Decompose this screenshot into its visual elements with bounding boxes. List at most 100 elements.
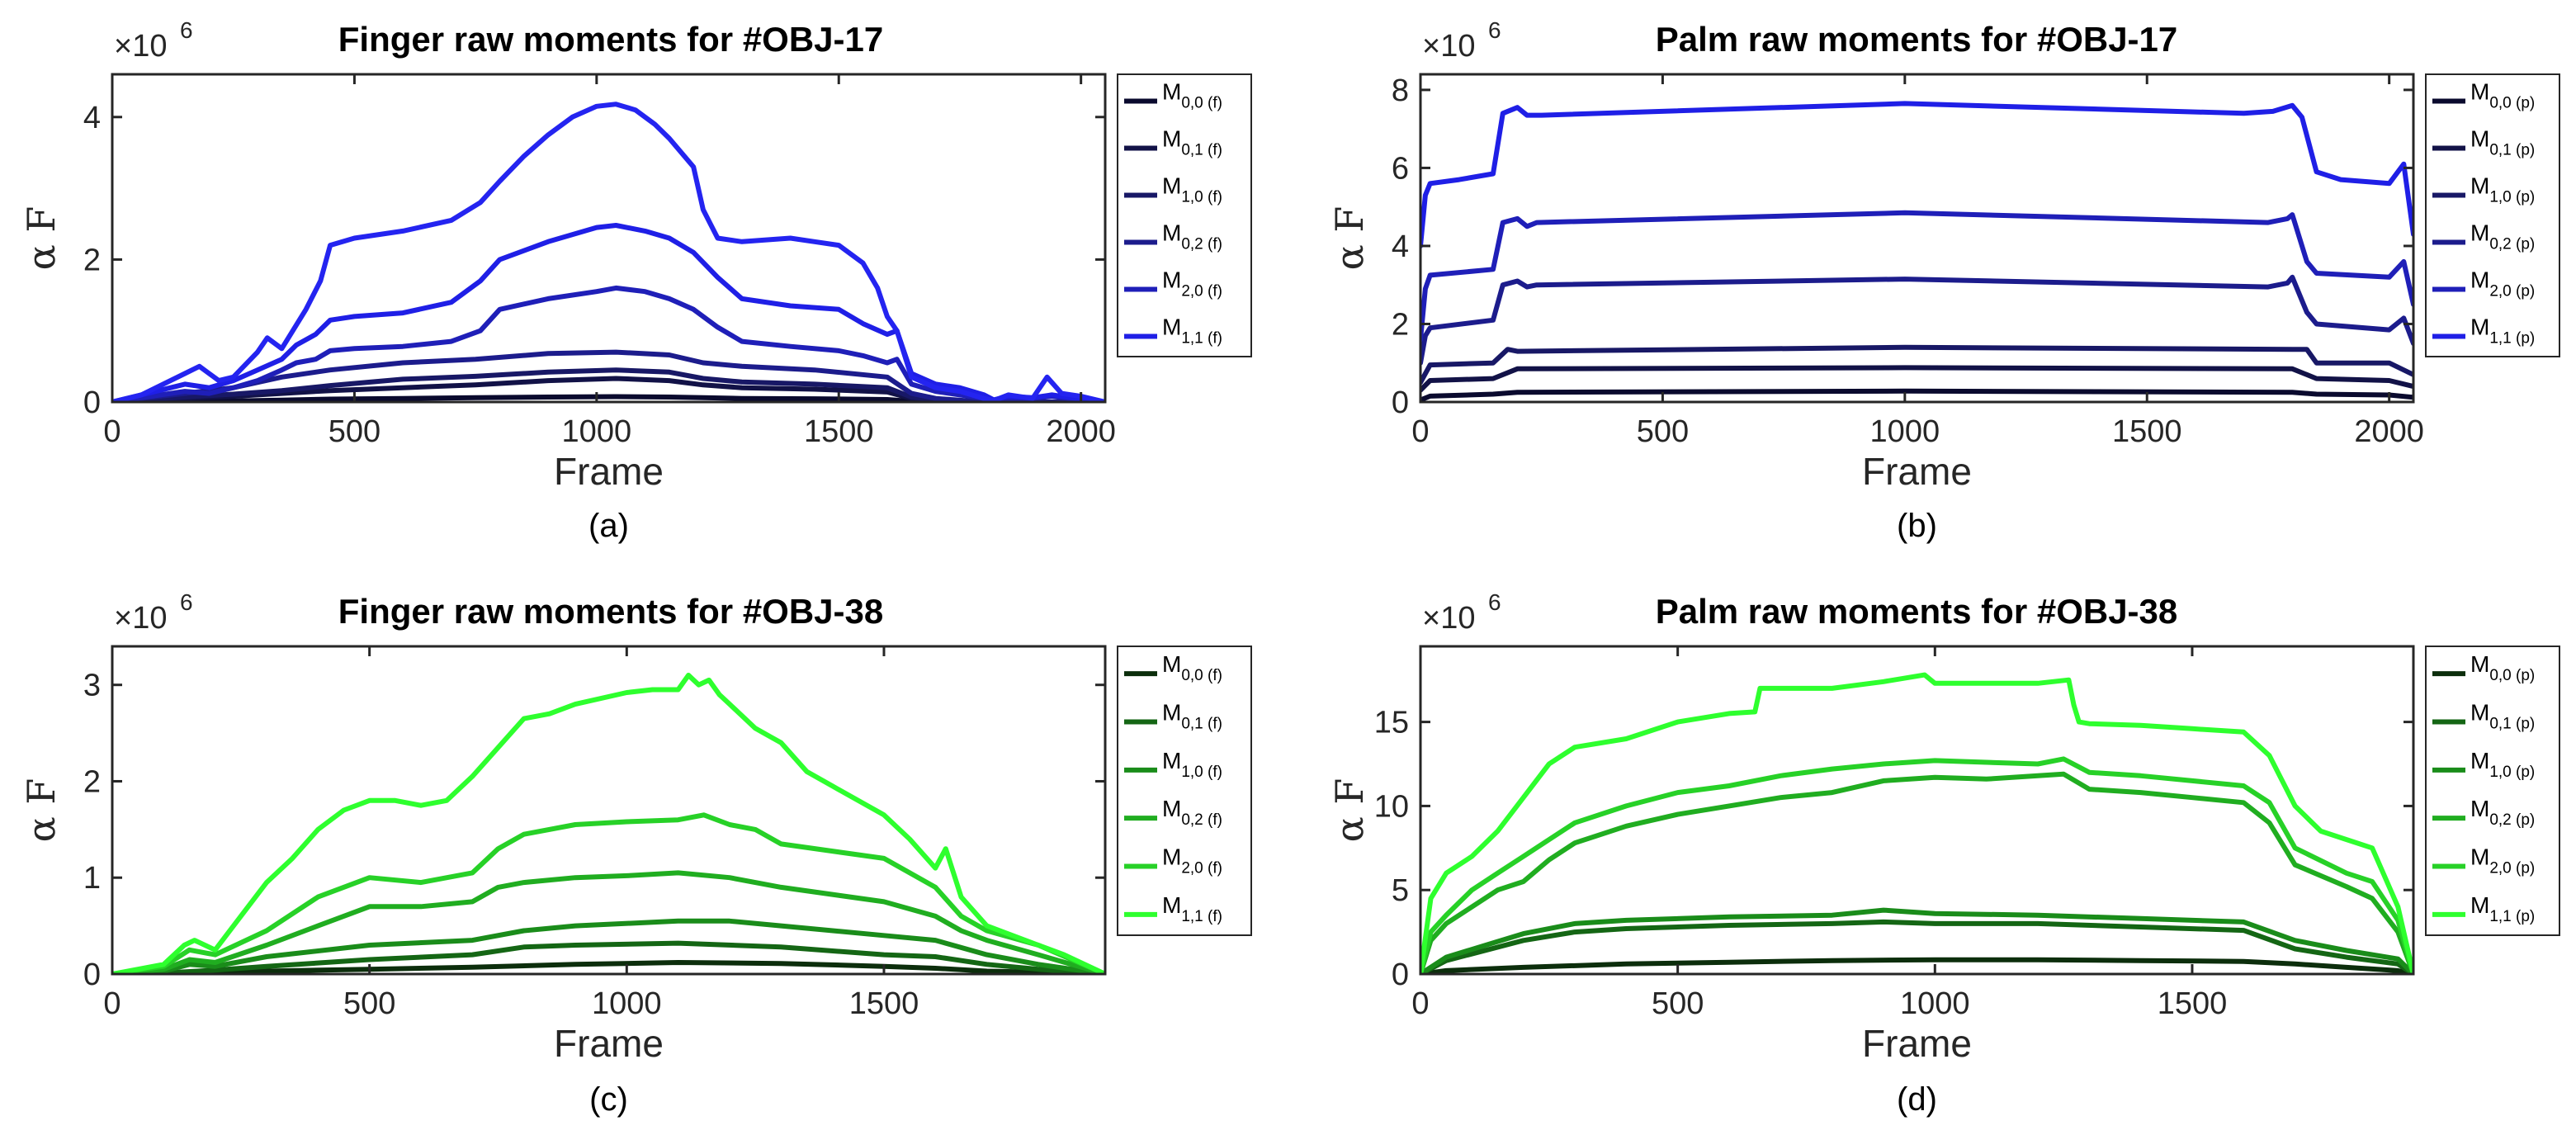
axis-multiplier-exponent: 6 <box>1488 17 1501 43</box>
x-tick-label: 1500 <box>849 986 919 1021</box>
axis-multiplier-exponent: 6 <box>1488 589 1501 615</box>
series-line-0 <box>112 960 1105 974</box>
x-axis-label: Frame <box>554 450 664 493</box>
series-line-5 <box>112 223 1105 402</box>
x-tick-label: 2000 <box>1046 414 1116 449</box>
y-axis-label: α F <box>19 778 64 843</box>
series-line-4 <box>1420 756 2413 974</box>
x-tick-label: 1000 <box>562 414 632 449</box>
axes-box <box>111 73 1107 404</box>
legend-box <box>1117 73 1252 357</box>
legend-box <box>2425 646 2560 936</box>
chart-title: Palm raw moments for #OBJ-17 <box>1656 20 2178 59</box>
series-line-0 <box>1420 388 2413 402</box>
x-axis-label: Frame <box>1862 1022 1972 1065</box>
x-tick-label: 1000 <box>1870 414 1940 449</box>
chart-title: Palm raw moments for #OBJ-38 <box>1656 592 2178 631</box>
y-tick-label: 0 <box>1392 385 1409 420</box>
x-tick-label: 1500 <box>2112 414 2182 449</box>
y-axis-label: α F <box>19 206 64 271</box>
series-line-5 <box>1420 101 2413 248</box>
series-line-2 <box>1420 344 2413 385</box>
y-tick-label: 2 <box>83 764 101 799</box>
series-line-4 <box>1420 210 2413 343</box>
y-tick-label: 4 <box>1392 229 1409 264</box>
y-tick-label: 6 <box>1392 151 1409 186</box>
series-line-3 <box>112 870 1105 974</box>
y-tick-label: 10 <box>1374 789 1409 824</box>
y-tick-label: 0 <box>83 385 101 420</box>
series-line-2 <box>1420 907 2413 974</box>
axis-multiplier: ×10 <box>1422 29 1475 64</box>
series-line-6 <box>112 102 1105 402</box>
chart-b: Palm raw moments for #OBJ-17 ×10 6 0 500 1000… <box>1327 17 2560 544</box>
series-line-3 <box>1420 274 2413 366</box>
x-axis-label: Frame <box>1862 450 1972 493</box>
axis-multiplier: ×10 <box>114 601 167 636</box>
legend: M0,0 (p)M0,1 (p)M1,0 (p)M0,2 (p)M2,0 (p)… <box>2425 73 2560 357</box>
axis-multiplier-exponent: 6 <box>180 589 193 615</box>
axes-box <box>1419 645 2415 976</box>
chart-d: Palm raw moments for #OBJ-38 ×10 6 0 500 1000… <box>1327 589 2560 1118</box>
series-line-2 <box>112 918 1105 974</box>
legend: M0,0 (p)M0,1 (p)M1,0 (p)M0,2 (p)M2,0 (p)… <box>2425 646 2560 936</box>
y-tick-label: 8 <box>1392 73 1409 108</box>
axis-multiplier: ×10 <box>1422 601 1475 636</box>
y-tick-label: 5 <box>1392 873 1409 908</box>
y-tick-label: 15 <box>1374 706 1409 740</box>
series-line-1 <box>1420 365 2413 393</box>
panel-caption: (b) <box>1897 508 1937 544</box>
x-tick-label: 1000 <box>592 986 662 1021</box>
x-tick-label: 0 <box>103 986 121 1021</box>
x-tick-label: 0 <box>103 414 121 449</box>
x-tick-label: 0 <box>1411 986 1429 1021</box>
legend-box <box>2425 73 2560 357</box>
x-tick-label: 2000 <box>2354 414 2424 449</box>
x-axis-label: Frame <box>554 1022 664 1065</box>
y-tick-label: 0 <box>83 958 101 992</box>
x-tick-label: 500 <box>1637 414 1689 449</box>
panel-caption: (a) <box>588 508 629 544</box>
series-line-1 <box>112 940 1105 974</box>
series-line-5 <box>112 673 1105 974</box>
legend: M0,0 (f)M0,1 (f)M1,0 (f)M0,2 (f)M2,0 (f)… <box>1117 73 1252 357</box>
chart-c: Finger raw moments for #OBJ-38×10 60 500 10… <box>19 589 1252 1118</box>
axes-box <box>111 645 1107 976</box>
legend-label: M0,2 (p) <box>2470 796 2535 829</box>
series-line-0 <box>1420 957 2413 974</box>
axis-multiplier: ×10 <box>114 29 167 64</box>
axis-multiplier-exponent: 6 <box>180 17 193 43</box>
y-axis-label: α F <box>1327 778 1372 843</box>
x-tick-label: 0 <box>1411 414 1429 449</box>
panel-caption: (c) <box>589 1081 628 1118</box>
x-tick-label: 500 <box>1652 986 1704 1021</box>
y-tick-label: 2 <box>83 243 101 277</box>
x-tick-label: 1000 <box>1900 986 1970 1021</box>
legend: M0,0 (f)M0,1 (f)M1,0 (f)M0,2 (f)M2,0 (f)… <box>1117 646 1252 936</box>
series-lines <box>1420 101 2413 402</box>
x-tick-label: 1500 <box>2158 986 2228 1021</box>
series-line-5 <box>1420 672 2413 974</box>
chart-title: Finger raw moments for #OBJ-38 <box>338 592 884 631</box>
chart-title: Finger raw moments for #OBJ-17 <box>338 20 884 59</box>
panel-caption: (d) <box>1897 1081 1937 1118</box>
y-axis-label: α F <box>1327 206 1372 271</box>
legend-box <box>1117 646 1252 936</box>
x-tick-label: 500 <box>328 414 380 449</box>
y-tick-label: 2 <box>1392 307 1409 342</box>
y-tick-label: 4 <box>83 101 101 135</box>
axes-box <box>1419 73 2415 404</box>
x-tick-label: 500 <box>343 986 395 1021</box>
series-lines <box>112 673 1105 974</box>
series-line-4 <box>112 812 1105 974</box>
chart-a: Finger raw moments for #OBJ-17 ×10 6 0 500 10… <box>19 17 1252 544</box>
series-line-3 <box>1420 771 2413 974</box>
x-tick-label: 1500 <box>804 414 874 449</box>
y-tick-label: 3 <box>83 669 101 703</box>
series-lines <box>1420 672 2413 974</box>
y-tick-label: 0 <box>1392 958 1409 992</box>
y-tick-label: 1 <box>83 861 101 896</box>
series-line-1 <box>1420 919 2413 974</box>
